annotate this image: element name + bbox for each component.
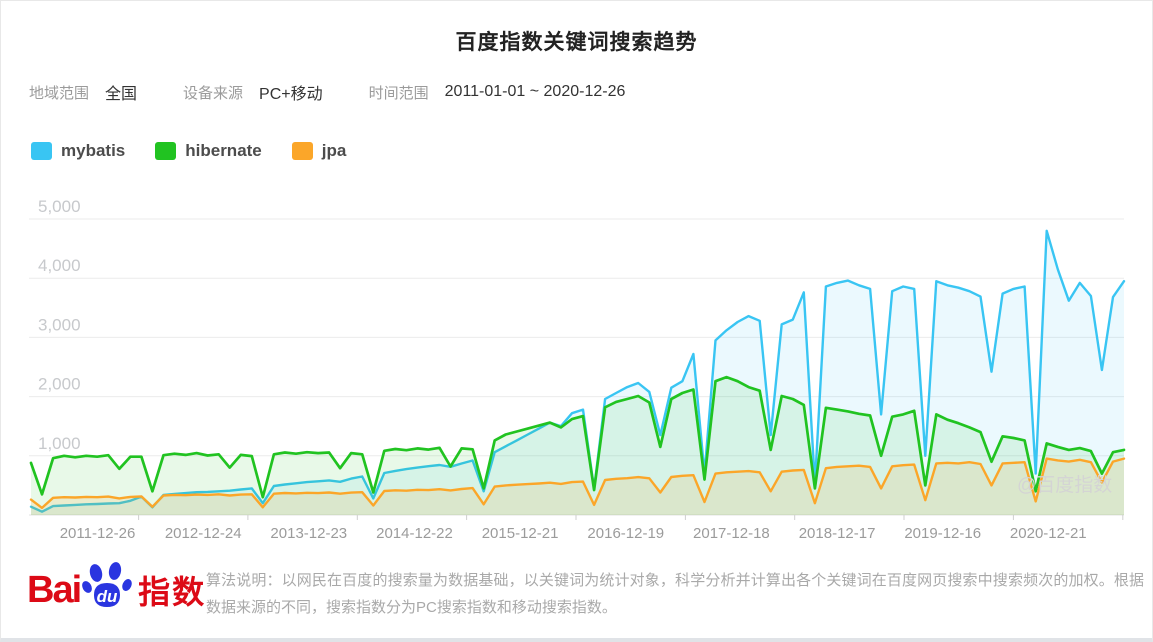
svg-text:5,000: 5,000: [38, 197, 81, 216]
time-filter-label: 时间范围: [368, 84, 429, 102]
trend-chart[interactable]: 1,000 2,000 3,000 4,000 5,000 2011-12-26 2012-…: [1, 191, 1153, 561]
filter-bar: 地域范围 全国 设备来源 PC+移动 时间范围 2011-01-01 ~ 202…: [29, 80, 671, 104]
svg-text:2012-12-24: 2012-12-24: [165, 525, 242, 542]
algorithm-description: 算法说明：以网民在百度的搜索量为数据基础，以关键词为统计对象，科学分析并计算出各…: [206, 572, 1144, 616]
logo-text-bai: Bai: [27, 568, 82, 611]
logo-text-zhishu: 指数: [138, 574, 207, 610]
legend-item-hibernate[interactable]: hibernate: [155, 141, 262, 161]
device-filter-label: 设备来源: [183, 84, 244, 102]
region-filter-value: 全国: [105, 86, 138, 103]
svg-text:2020-12-21: 2020-12-21: [1010, 525, 1087, 542]
svg-text:4,000: 4,000: [38, 256, 81, 275]
page-title: 百度指数关键词搜索趋势: [455, 31, 698, 54]
svg-text:@百度指数: @百度指数: [1017, 474, 1112, 496]
region-filter-label: 地域范围: [29, 84, 90, 102]
svg-text:2018-12-17: 2018-12-17: [799, 525, 876, 542]
svg-text:2013-12-23: 2013-12-23: [270, 525, 347, 542]
svg-text:1,000: 1,000: [38, 434, 81, 453]
baidu-paw-icon: du: [82, 562, 132, 607]
svg-text:2019-12-16: 2019-12-16: [904, 525, 981, 542]
time-filter-value: 2011-01-01 ~ 2020-12-26: [444, 83, 626, 100]
svg-text:2016-12-19: 2016-12-19: [587, 525, 664, 542]
svg-text:2017-12-18: 2017-12-18: [693, 525, 770, 542]
svg-text:3,000: 3,000: [38, 315, 81, 334]
baidu-index-logo: Bai du 指数: [27, 562, 206, 618]
svg-text:2011-12-26: 2011-12-26: [60, 525, 136, 542]
svg-text:2014-12-22: 2014-12-22: [376, 525, 453, 542]
legend-label-jpa: jpa: [321, 141, 347, 160]
svg-text:2015-12-21: 2015-12-21: [482, 525, 559, 542]
legend-swatch-jpa: [291, 142, 313, 160]
legend-swatch-mybatis: [31, 142, 52, 160]
legend-label-mybatis: mybatis: [61, 141, 126, 160]
trend-chart-canvas[interactable]: 1,000 2,000 3,000 4,000 5,000 2011-12-26 2012-…: [1, 191, 1153, 561]
chart-legend: mybatis hibernate jpa: [31, 141, 346, 161]
svg-text:2,000: 2,000: [38, 375, 81, 394]
legend-item-mybatis[interactable]: mybatis: [31, 141, 125, 161]
legend-label-hibernate: hibernate: [185, 141, 262, 160]
device-filter-value: PC+移动: [259, 86, 323, 103]
svg-text:du: du: [97, 587, 118, 606]
legend-item-jpa[interactable]: jpa: [291, 141, 347, 161]
legend-swatch-hibernate: [155, 142, 177, 160]
